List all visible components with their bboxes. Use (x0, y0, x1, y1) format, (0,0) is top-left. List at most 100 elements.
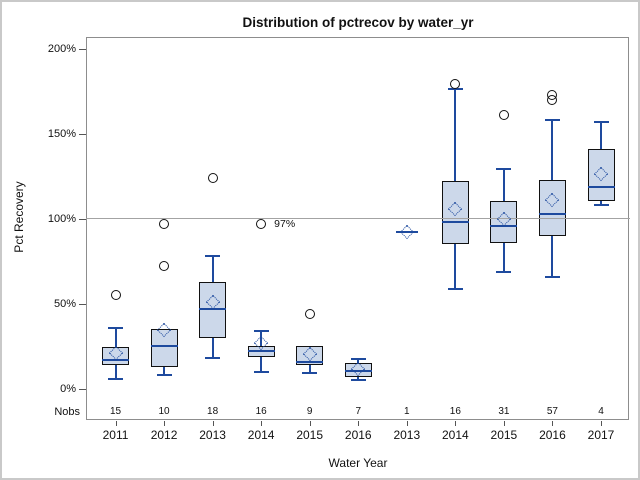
nobs-value: 16 (449, 406, 461, 417)
y-tick-label: 100% (47, 212, 76, 225)
whisker-cap (544, 119, 560, 121)
outlier-point (159, 260, 170, 271)
nobs-value: 15 (109, 406, 122, 417)
x-tick-label: 2013 (393, 428, 421, 442)
median-line (538, 212, 566, 215)
x-tick-mark (358, 421, 360, 426)
y-tick-mark (79, 133, 86, 135)
whisker (260, 356, 263, 372)
reference-line-100pct (86, 218, 630, 220)
median-line (344, 370, 372, 373)
box (538, 180, 566, 236)
x-tick-label: 2015 (296, 428, 324, 442)
x-tick-label: 2011 (102, 428, 129, 442)
whisker (308, 365, 311, 373)
whisker-cap (156, 374, 172, 377)
x-tick-mark (406, 421, 408, 426)
whisker (600, 121, 602, 149)
whisker (551, 120, 554, 181)
box (587, 148, 615, 201)
x-tick-label: 2016 (539, 428, 566, 442)
nobs-value: 4 (598, 406, 604, 417)
whisker (114, 365, 117, 379)
nobs-value: 7 (355, 406, 362, 417)
chart-title: Distribution of pctrecov by water_yr (242, 15, 474, 30)
median-line (490, 224, 518, 227)
nobs-value: 1 (404, 406, 410, 417)
nobs-value: 9 (306, 406, 313, 417)
x-tick-label: 2016 (344, 428, 372, 442)
outlier-point (547, 90, 558, 101)
nobs-value: 57 (546, 406, 558, 417)
whisker (551, 235, 554, 277)
box (296, 346, 324, 366)
median-line (247, 349, 275, 352)
x-tick-mark (115, 421, 117, 426)
outlier-point (450, 79, 461, 90)
nobs-value: 31 (498, 406, 510, 417)
x-tick-mark (552, 421, 554, 426)
x-tick-label: 2013 (199, 428, 226, 442)
whisker-cap (350, 358, 366, 361)
nobs-value: 10 (158, 406, 170, 417)
outlier-point (207, 172, 218, 183)
whisker (260, 331, 263, 346)
x-tick-label: 2017 (587, 428, 615, 442)
whisker-cap (205, 255, 221, 258)
median-line (102, 359, 129, 362)
x-tick-label: 2014 (441, 428, 469, 442)
whisker (502, 242, 505, 272)
outlier-point (256, 218, 267, 229)
x-tick-mark (309, 421, 311, 426)
median-line (587, 186, 615, 189)
x-tick-label: 2014 (247, 428, 275, 442)
box (490, 200, 518, 243)
box (441, 181, 469, 245)
outlier-point (498, 109, 509, 120)
whisker (163, 366, 166, 376)
whisker (211, 256, 214, 282)
x-tick-mark (164, 421, 166, 426)
whisker-cap (593, 204, 609, 207)
x-tick-mark (601, 421, 602, 426)
whisker-cap (108, 377, 123, 380)
box (344, 362, 372, 378)
whisker (114, 327, 117, 348)
x-tick-label: 2012 (150, 428, 178, 442)
y-tick-mark (79, 218, 86, 220)
x-tick-mark (503, 421, 505, 426)
outlier-point (159, 218, 170, 229)
whisker (502, 169, 505, 201)
whisker (357, 359, 360, 363)
median-line (296, 360, 324, 363)
whisker (454, 89, 457, 182)
whisker-cap (496, 168, 512, 171)
whisker-cap (544, 275, 560, 278)
whisker-cap (593, 120, 609, 123)
y-tick-mark (79, 389, 86, 390)
mean-diamond (399, 225, 414, 240)
outlier-label: 97% (274, 217, 296, 230)
whisker-cap (253, 330, 269, 333)
y-tick-mark (79, 48, 86, 50)
y-tick-label: 200% (47, 42, 76, 55)
whisker-cap (350, 378, 366, 381)
whisker-cap (302, 371, 318, 374)
y-tick-label: 50% (53, 297, 76, 310)
whisker-cap (447, 288, 463, 291)
outlier-point (110, 290, 121, 301)
y-tick-label: 0% (60, 383, 76, 395)
nobs-value: 16 (255, 406, 267, 417)
whisker (211, 337, 214, 359)
whisker-cap (205, 357, 221, 360)
nobs-value: 18 (207, 406, 219, 417)
whisker-cap (447, 88, 463, 91)
median-line (395, 231, 418, 234)
median-line (150, 345, 178, 348)
box (150, 328, 178, 367)
y-tick-mark (79, 303, 86, 305)
x-tick-mark (212, 421, 214, 426)
y-tick-label: 150% (47, 127, 76, 140)
